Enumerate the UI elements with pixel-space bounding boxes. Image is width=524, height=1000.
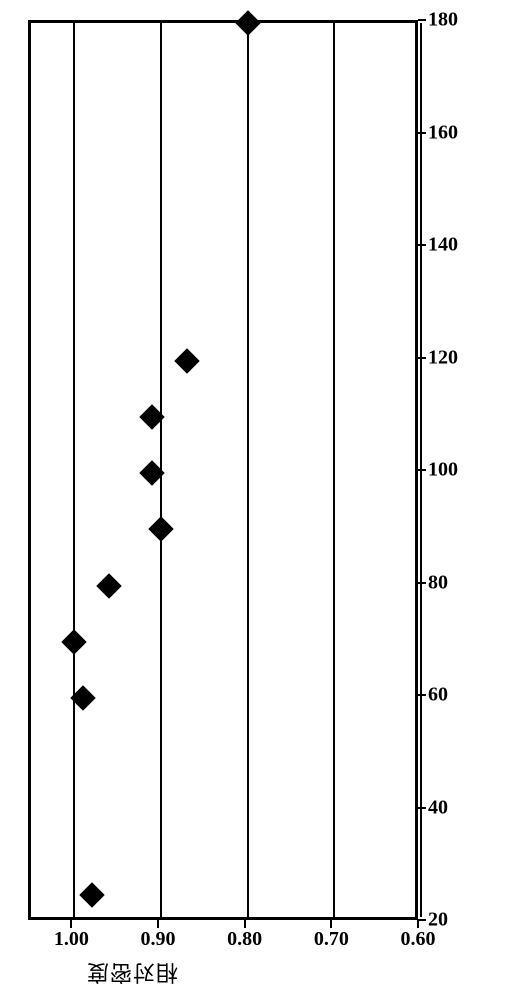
gridline — [247, 23, 249, 917]
data-point — [174, 348, 199, 373]
x-tick-label: 40 — [428, 796, 448, 819]
x-tick-label: 20 — [428, 909, 448, 932]
tick-mark — [418, 244, 426, 246]
tick-mark — [70, 920, 72, 928]
x-tick-label: 80 — [428, 571, 448, 594]
scatter-figure: 相对密度 温度（摄氏度） 1.000.900.800.700.602040608… — [0, 0, 524, 1000]
tick-mark — [418, 19, 426, 21]
tick-mark — [418, 807, 426, 809]
tick-mark — [418, 132, 426, 134]
gridline — [73, 23, 75, 917]
gridline — [333, 23, 335, 917]
data-point — [235, 10, 260, 35]
tick-mark — [157, 920, 159, 928]
tick-mark — [417, 920, 419, 928]
data-point — [148, 517, 173, 542]
x-tick-label: 60 — [428, 684, 448, 707]
plot-area — [28, 20, 418, 920]
y-tick-label: 0.70 — [314, 928, 349, 951]
y-tick-label: 1.00 — [54, 928, 89, 951]
data-point — [62, 629, 87, 654]
x-tick-label: 120 — [428, 346, 458, 369]
y-tick-label: 0.80 — [227, 928, 262, 951]
data-point — [79, 882, 104, 907]
tick-mark — [418, 357, 426, 359]
tick-mark — [418, 582, 426, 584]
tick-mark — [418, 694, 426, 696]
x-tick-label: 180 — [428, 9, 458, 32]
x-tick-label: 100 — [428, 459, 458, 482]
tick-mark — [244, 920, 246, 928]
tick-mark — [418, 469, 426, 471]
x-tick-label: 160 — [428, 121, 458, 144]
data-point — [96, 573, 121, 598]
tick-mark — [330, 920, 332, 928]
y-axis-label: 相对密度 — [86, 958, 178, 990]
tick-mark — [418, 919, 426, 921]
x-tick-label: 140 — [428, 234, 458, 257]
y-tick-label: 0.90 — [141, 928, 176, 951]
